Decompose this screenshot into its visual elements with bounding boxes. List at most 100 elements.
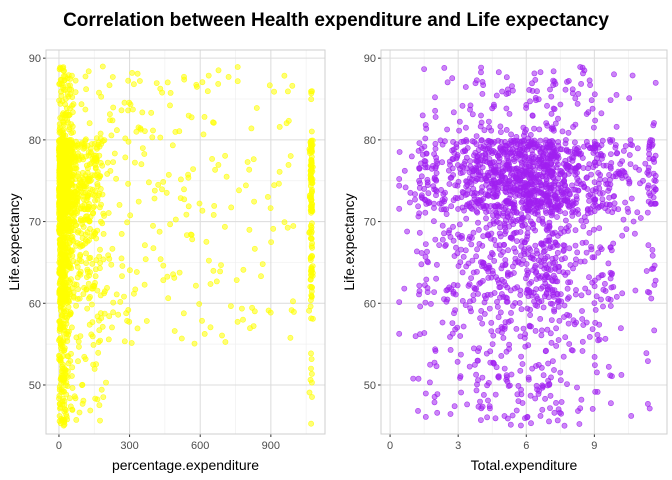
data-point (480, 203, 487, 210)
data-point (85, 216, 91, 223)
data-point (581, 214, 588, 221)
data-point (251, 308, 258, 315)
data-point (419, 151, 426, 158)
data-point (576, 421, 583, 427)
data-point (579, 316, 586, 322)
data-point (240, 316, 246, 323)
data-point (196, 301, 203, 307)
data-point (552, 254, 559, 261)
data-point (548, 212, 555, 219)
data-point (447, 333, 453, 340)
data-point (502, 142, 509, 149)
data-point (474, 381, 480, 388)
data-point (69, 149, 76, 156)
data-point (416, 177, 422, 184)
data-point (560, 353, 567, 360)
data-point (433, 154, 439, 161)
data-point (529, 365, 536, 372)
data-point (525, 135, 531, 142)
data-point (563, 217, 569, 224)
data-point (77, 243, 84, 250)
data-point (527, 392, 534, 399)
data-point (536, 126, 543, 133)
data-point (76, 295, 83, 302)
data-point (91, 228, 97, 235)
data-point (473, 285, 480, 292)
data-point (568, 168, 574, 174)
data-point (607, 97, 614, 103)
data-point (508, 165, 515, 172)
data-point (600, 286, 607, 293)
data-point (574, 175, 581, 182)
data-point (65, 216, 72, 223)
data-point (605, 295, 612, 302)
data-point (484, 191, 491, 198)
data-point (599, 155, 605, 162)
data-point (474, 209, 481, 216)
data-point (499, 88, 505, 95)
data-point (470, 185, 477, 192)
data-point (422, 390, 429, 397)
data-point (508, 309, 514, 316)
data-point (96, 402, 103, 409)
data-point (426, 379, 433, 386)
data-point (439, 236, 446, 243)
data-point (68, 276, 74, 283)
data-point (534, 303, 541, 309)
data-point (485, 262, 492, 269)
data-point (591, 353, 598, 360)
data-point (518, 386, 524, 393)
data-point (605, 260, 612, 267)
data-point (515, 382, 522, 389)
data-point (61, 273, 68, 280)
data-point (75, 358, 81, 365)
data-point (192, 282, 199, 289)
data-point (622, 199, 628, 206)
data-point (266, 82, 273, 89)
data-point (69, 72, 75, 79)
data-point (492, 242, 499, 248)
y-tick-label: 80 (29, 135, 41, 147)
data-point (415, 147, 422, 154)
data-point (619, 174, 626, 181)
data-point (504, 284, 511, 291)
data-point (58, 417, 65, 424)
data-point (59, 372, 66, 379)
data-point (564, 295, 571, 302)
data-point (427, 361, 433, 368)
data-point (77, 216, 84, 222)
data-point (508, 371, 515, 378)
data-point (471, 196, 478, 202)
data-point (113, 175, 119, 182)
data-point (79, 382, 85, 388)
data-point (512, 193, 519, 199)
data-point (490, 101, 497, 108)
data-point (542, 280, 549, 287)
data-point (218, 262, 224, 268)
data-point (109, 117, 116, 124)
data-point (528, 279, 535, 285)
data-point (491, 185, 498, 191)
data-point (588, 171, 594, 178)
data-point (82, 106, 89, 113)
data-point (652, 178, 659, 184)
data-point (149, 134, 156, 141)
data-point (592, 306, 599, 313)
data-point (564, 285, 571, 292)
data-point (651, 262, 658, 269)
data-point (288, 307, 295, 313)
data-point (652, 277, 659, 284)
data-point (629, 72, 636, 79)
data-point (492, 391, 499, 398)
data-point (113, 291, 120, 298)
data-point (462, 158, 469, 165)
data-point (494, 303, 501, 310)
data-point (583, 138, 590, 145)
data-point (553, 399, 559, 406)
data-point (527, 306, 533, 313)
data-point (219, 332, 225, 339)
data-point (564, 269, 571, 276)
data-point (482, 295, 489, 302)
data-point (181, 186, 187, 193)
data-point (68, 137, 75, 143)
